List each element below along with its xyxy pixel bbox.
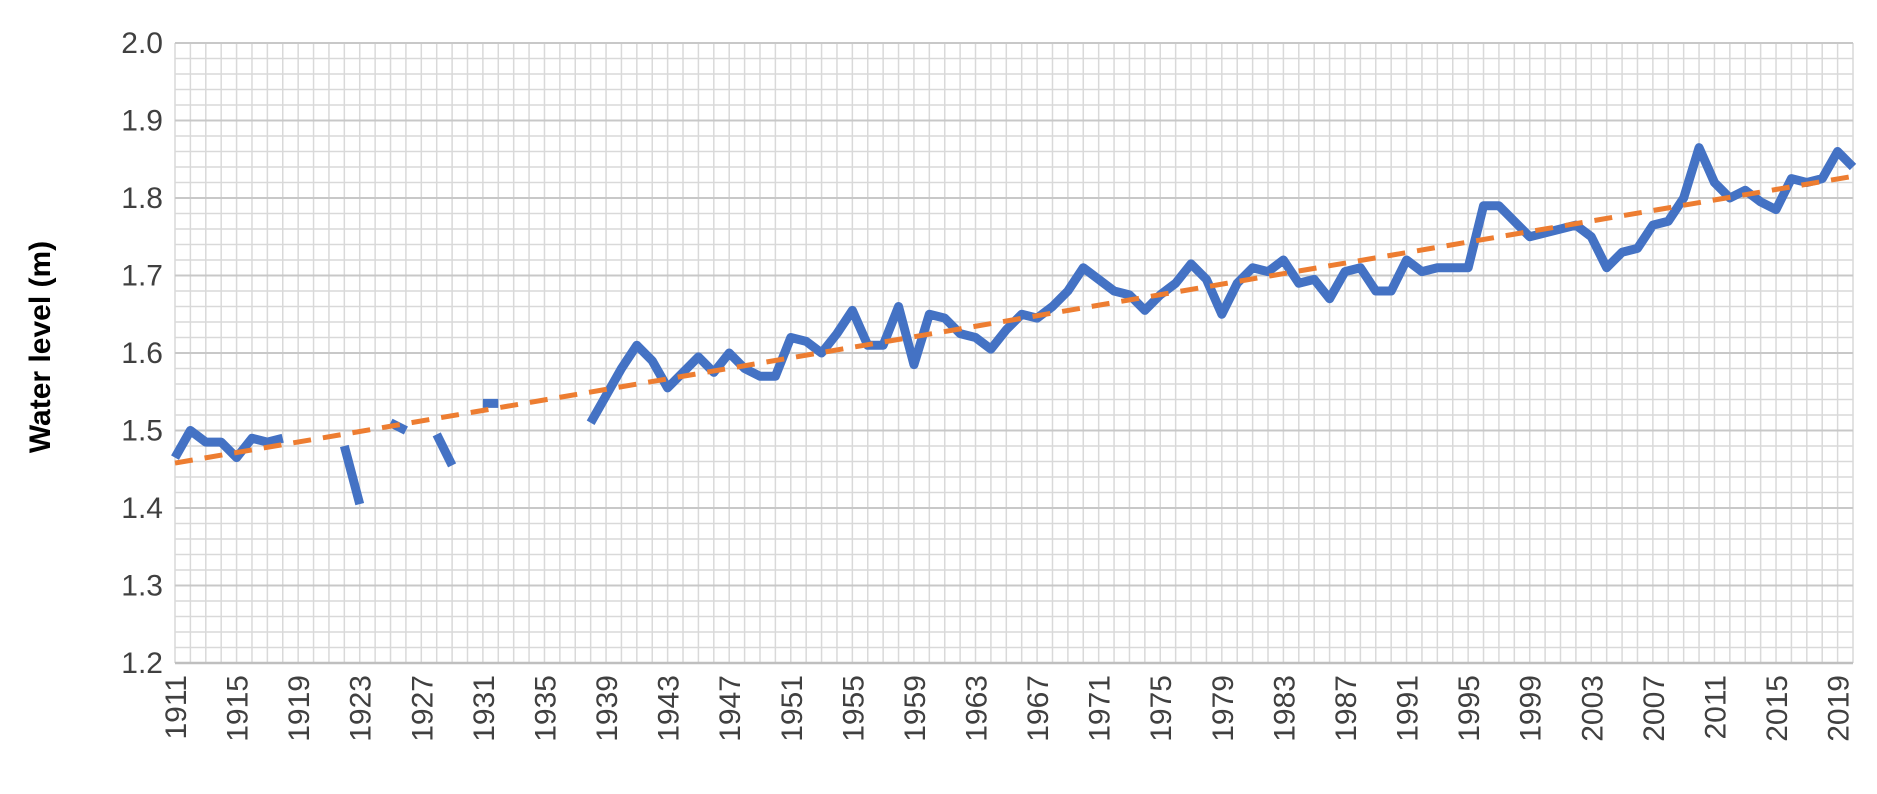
x-tick-label: 2011 bbox=[1699, 675, 1732, 740]
x-tick-label: 1951 bbox=[776, 675, 809, 742]
x-tick-label: 1919 bbox=[283, 675, 316, 742]
x-tick-label: 1979 bbox=[1207, 675, 1240, 742]
x-tick-label: 1991 bbox=[1392, 675, 1425, 742]
x-tick-label: 1975 bbox=[1145, 675, 1178, 742]
x-tick-label: 1959 bbox=[899, 675, 932, 742]
x-tick-label: 1963 bbox=[961, 675, 994, 742]
y-axis-label: Water level (m) bbox=[24, 241, 57, 453]
y-tick-labels: 1.2 1.3 1.4 1.5 1.6 1.7 1.8 1.9 2.0 bbox=[121, 27, 163, 680]
y-tick-label: 1.9 bbox=[121, 105, 163, 138]
x-tick-label: 2003 bbox=[1576, 675, 1609, 742]
x-tick-label: 1999 bbox=[1515, 675, 1548, 742]
x-tick-labels: 1911 1915 1919 1923 1927 1931 1935 1939 1943 1947… bbox=[160, 675, 1856, 742]
x-tick-label: 1947 bbox=[714, 675, 747, 742]
series-lines bbox=[171, 143, 1857, 506]
x-tick-label: 1923 bbox=[345, 675, 378, 742]
y-tick-label: 1.6 bbox=[121, 337, 163, 370]
x-tick-label: 1995 bbox=[1453, 675, 1486, 742]
y-tick-label: 2.0 bbox=[121, 27, 163, 60]
x-tick-label: 1971 bbox=[1084, 675, 1117, 742]
grid bbox=[174, 42, 1854, 665]
y-tick-label: 1.3 bbox=[121, 570, 163, 603]
x-tick-label: 1967 bbox=[1022, 675, 1055, 742]
y-tick-label: 1.5 bbox=[121, 415, 163, 448]
x-tick-label: 2019 bbox=[1823, 675, 1856, 742]
y-tick-label: 1.2 bbox=[121, 647, 163, 680]
x-tick-label: 1911 bbox=[160, 675, 193, 740]
water-level-line bbox=[171, 143, 1857, 506]
x-tick-label: 2007 bbox=[1638, 675, 1671, 742]
y-tick-label: 1.7 bbox=[121, 260, 163, 293]
x-tick-label: 1943 bbox=[653, 675, 686, 742]
x-tick-label: 1987 bbox=[1330, 675, 1363, 742]
trend-line bbox=[174, 173, 1854, 466]
x-tick-label: 1935 bbox=[529, 675, 562, 742]
x-tick-label: 1927 bbox=[406, 675, 439, 742]
y-tick-label: 1.8 bbox=[121, 182, 163, 215]
x-tick-label: 2015 bbox=[1761, 675, 1794, 742]
x-tick-label: 1931 bbox=[468, 675, 501, 742]
y-tick-label: 1.4 bbox=[121, 492, 163, 525]
x-tick-label: 1939 bbox=[591, 675, 624, 742]
x-tick-label: 1915 bbox=[222, 675, 255, 742]
x-tick-label: 1983 bbox=[1268, 675, 1301, 742]
x-tick-label: 1955 bbox=[837, 675, 870, 742]
